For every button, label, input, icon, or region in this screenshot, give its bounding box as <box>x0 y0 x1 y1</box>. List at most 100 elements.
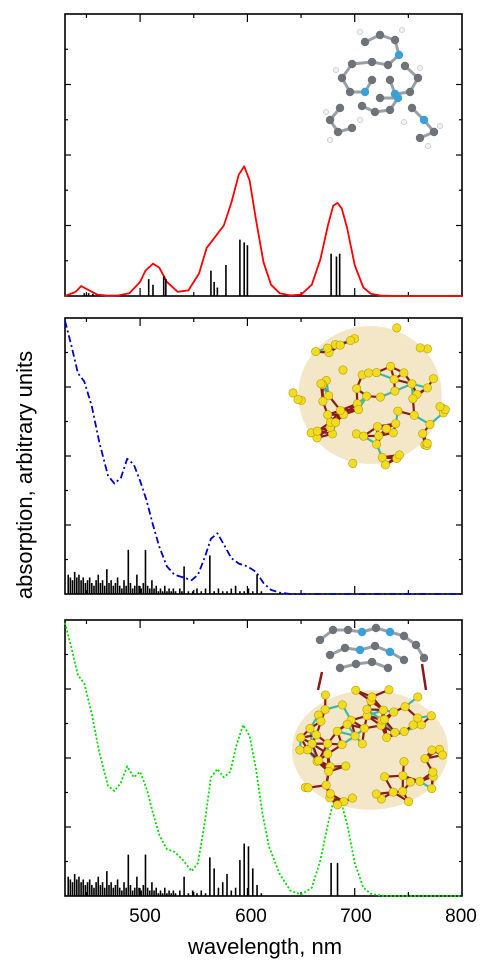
hydrogen-atom <box>357 117 363 123</box>
cluster-atom <box>311 730 321 740</box>
spectrum-line <box>64 165 462 297</box>
cluster-atom <box>408 720 418 730</box>
cluster-atom <box>438 750 448 760</box>
cluster-atom <box>378 705 388 715</box>
cluster-atom <box>367 692 377 702</box>
carbon-atom <box>371 623 381 633</box>
cluster-atom <box>335 340 345 350</box>
cluster-atom <box>415 776 425 786</box>
cluster-atom <box>375 392 385 402</box>
cluster-atom <box>342 719 352 729</box>
cluster-atom <box>324 767 334 777</box>
cluster-atom <box>393 406 403 416</box>
carbon-atom <box>340 643 350 653</box>
carbon-atom <box>415 133 425 143</box>
cluster-atom <box>351 685 361 695</box>
x-tick-label-800: 800 <box>445 906 477 927</box>
cluster-atom <box>427 745 437 755</box>
cluster-atom <box>380 772 390 782</box>
carbon-atom <box>370 641 380 651</box>
y-axis-label: absorption, arbitrary units <box>12 351 37 599</box>
cluster-atom <box>332 726 342 736</box>
cluster-atom <box>388 787 398 797</box>
nitrogen-atom <box>419 115 429 125</box>
cluster-atom <box>316 379 326 389</box>
carbon-atom <box>400 61 410 71</box>
cluster-atom <box>384 685 394 695</box>
cluster-atom <box>316 716 326 726</box>
cluster-atom <box>333 800 343 810</box>
carbon-atom <box>375 93 385 103</box>
cluster-atom <box>398 771 408 781</box>
carbon-atom <box>413 73 423 83</box>
cluster-atom <box>371 368 381 378</box>
cluster-atom <box>428 374 438 384</box>
cluster-atom <box>293 394 303 404</box>
carbon-atom <box>375 30 385 40</box>
cluster-atom <box>405 777 415 787</box>
carbon-atom <box>367 657 377 667</box>
x-tick-label-600: 600 <box>235 906 267 927</box>
cluster-atom <box>426 711 436 721</box>
cluster-atom <box>399 757 409 767</box>
panel-top <box>64 13 463 297</box>
carbon-atom <box>343 625 353 635</box>
carbon-atom <box>325 115 335 125</box>
cluster-nanoparticle-inset <box>288 323 450 470</box>
carbon-atom <box>399 655 409 665</box>
cluster-atom <box>357 739 367 749</box>
cluster-atom <box>407 379 417 389</box>
nitrogen-atom <box>393 93 403 103</box>
cluster-atom <box>435 402 445 412</box>
carbon-atom <box>385 75 395 85</box>
anchor-bond <box>316 671 324 691</box>
carbon-atom <box>315 635 325 645</box>
cluster-atom <box>364 368 374 378</box>
cluster-atom <box>420 754 430 764</box>
cluster-atom <box>415 343 425 353</box>
hydrogen-atom <box>437 123 443 129</box>
carbon-atom <box>411 640 421 650</box>
cluster-atom <box>418 429 428 439</box>
cluster-atom <box>352 384 362 394</box>
nitrogen-atom <box>360 87 370 97</box>
carbon-atom <box>367 75 377 85</box>
cluster-atom <box>377 452 387 462</box>
cluster-atom <box>335 405 345 415</box>
cluster-atom <box>348 458 358 468</box>
cluster-atom <box>325 789 335 799</box>
cluster-atom <box>296 733 306 743</box>
anchor-bond <box>420 663 428 691</box>
porphyrin-molecule-inset <box>323 27 443 149</box>
carbon-atom <box>333 127 343 137</box>
carbon-atom <box>407 103 417 113</box>
nitrogen-atom <box>394 50 404 60</box>
cluster-atom <box>347 793 357 803</box>
cluster-atom <box>362 704 372 714</box>
cluster-atom <box>331 417 341 427</box>
carbon-atom <box>337 73 347 83</box>
cluster-atom <box>321 780 331 790</box>
cluster-atom <box>295 745 305 755</box>
cluster-atom <box>413 713 423 723</box>
carbon-atom <box>383 60 393 70</box>
cluster-atom <box>408 394 418 404</box>
cluster-atom <box>373 422 383 432</box>
nitrogen-atom <box>385 647 395 657</box>
cluster-atom <box>400 702 410 712</box>
hydrogen-atom <box>333 67 339 73</box>
nitrogen-atom <box>385 627 395 637</box>
cluster-atom <box>305 724 315 734</box>
cluster-atom <box>389 707 399 717</box>
cluster-atom <box>428 767 438 777</box>
cluster-atom <box>323 739 333 749</box>
hydrogen-atom <box>357 29 363 35</box>
cluster-atom <box>311 347 321 357</box>
cluster-atom <box>391 419 401 429</box>
cluster-atom <box>390 386 400 396</box>
panel-bottom <box>64 619 463 897</box>
cluster-atom <box>320 705 330 715</box>
cluster-atom <box>404 797 414 807</box>
hydrogen-atom <box>323 109 329 115</box>
